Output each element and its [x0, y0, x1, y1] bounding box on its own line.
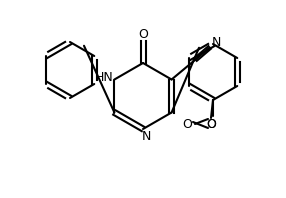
Text: N: N	[212, 36, 221, 49]
Text: N: N	[141, 130, 151, 144]
Text: O: O	[206, 117, 216, 130]
Text: O: O	[206, 118, 216, 131]
Text: O: O	[138, 28, 148, 41]
Text: O: O	[182, 117, 192, 130]
Text: HN: HN	[95, 71, 114, 84]
